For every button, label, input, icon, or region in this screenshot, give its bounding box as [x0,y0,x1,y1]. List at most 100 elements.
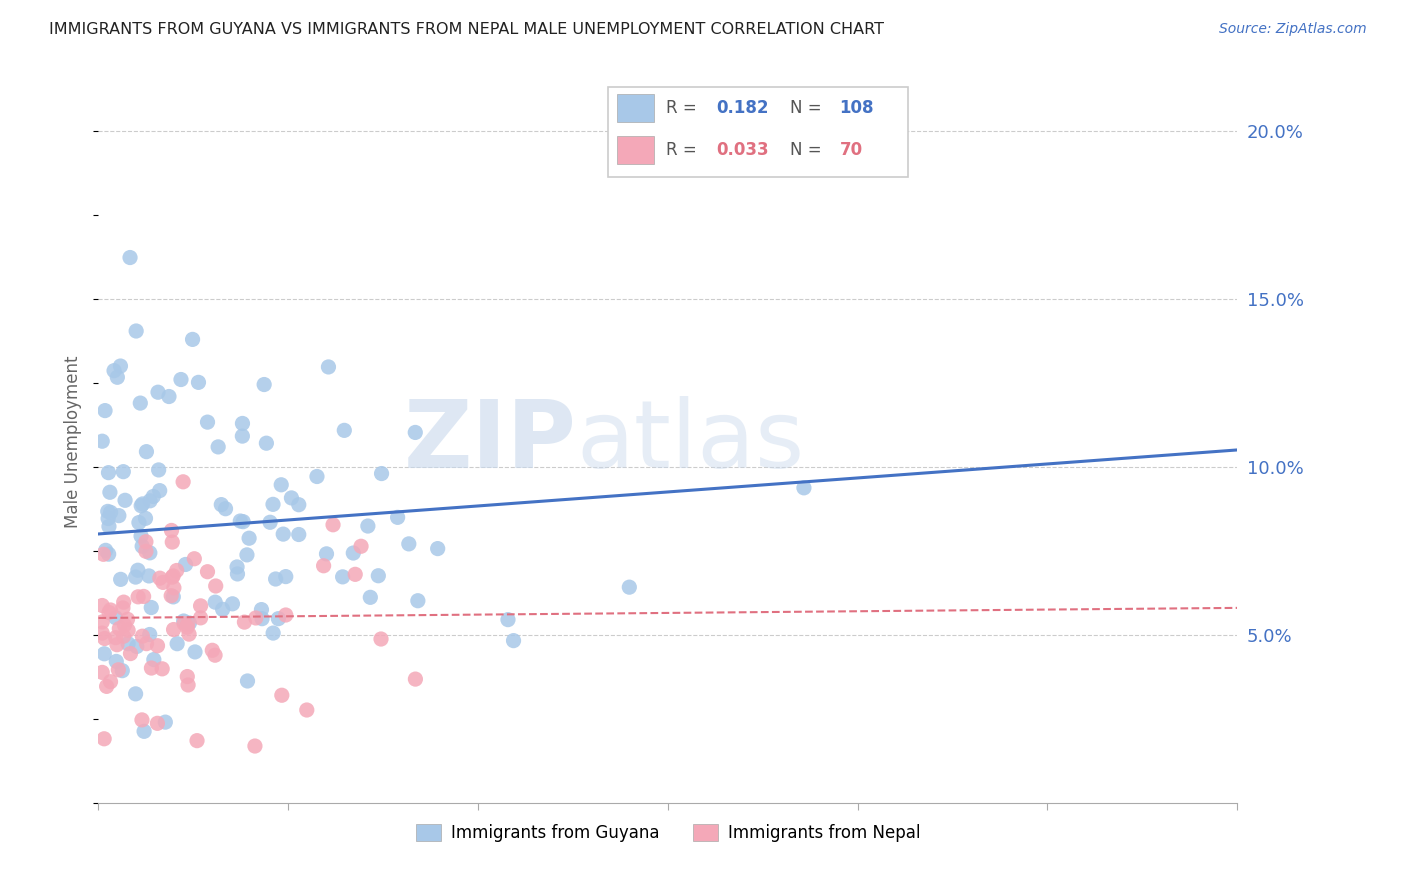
Point [387,510,409,524]
Point [141,600,163,615]
Point [162,569,184,583]
Point [97,519,120,533]
Point [105,370,128,384]
Point [135,544,157,558]
Point [183,551,205,566]
Point [94,403,117,417]
Point [127,563,149,577]
Point [124,570,146,584]
Point [97,511,120,525]
Point [254,436,277,450]
FancyBboxPatch shape [617,136,654,164]
Point [264,572,287,586]
Point [132,724,155,739]
Point [406,593,429,607]
Point [262,626,284,640]
Point [177,627,200,641]
Point [128,516,150,530]
Point [209,498,232,512]
Point [187,376,209,390]
Point [157,390,180,404]
Point [236,548,259,562]
Text: 108: 108 [839,99,875,117]
Point [197,565,219,579]
Point [152,575,174,590]
Point [226,560,249,574]
Point [344,567,367,582]
Point [100,505,122,519]
Point [357,519,380,533]
Text: IMMIGRANTS FROM GUYANA VS IMMIGRANTS FROM NEPAL MALE UNEMPLOYMENT CORRELATION CH: IMMIGRANTS FROM GUYANA VS IMMIGRANTS FRO… [49,22,884,37]
Text: ZIP: ZIP [404,395,576,488]
Point [97,547,120,561]
Text: 70: 70 [839,141,863,160]
Point [150,662,173,676]
Point [91,599,114,613]
Point [141,661,163,675]
Point [162,535,184,549]
Point [197,415,219,429]
Point [179,616,201,631]
Point [124,687,146,701]
Point [96,679,118,693]
Point [117,624,139,638]
Point [105,655,128,669]
Point [98,485,121,500]
Point [333,423,356,437]
Point [166,637,188,651]
Point [163,581,186,595]
Point [139,493,162,508]
Point [274,569,297,583]
Point [146,385,169,400]
Text: N =: N = [790,99,827,117]
Text: N =: N = [790,141,827,160]
Point [404,672,426,686]
Point [142,652,165,666]
Point [131,629,153,643]
Point [160,570,183,584]
Point [138,569,160,583]
Point [114,493,136,508]
Point [229,514,252,528]
Point [204,595,226,609]
Point [173,616,195,631]
Point [160,589,183,603]
Point [98,606,121,620]
Point [91,615,114,629]
Point [176,669,198,683]
Point [315,547,337,561]
Point [104,610,127,624]
Point [134,511,156,525]
Point [132,590,155,604]
Text: atlas: atlas [576,395,806,488]
Point [173,614,195,628]
Point [127,590,149,604]
Point [108,508,131,523]
Point [108,622,131,636]
Point [131,539,153,553]
Point [370,632,392,646]
Point [259,516,281,530]
Point [250,602,273,616]
Point [135,637,157,651]
Point [367,568,389,582]
Point [111,664,134,678]
Point [146,639,169,653]
Point [111,601,134,615]
Point [322,517,344,532]
Point [93,731,115,746]
Point [162,623,184,637]
Point [172,475,194,489]
Point [177,678,200,692]
Point [176,620,198,634]
Text: Source: ZipAtlas.com: Source: ZipAtlas.com [1219,22,1367,37]
Point [426,541,449,556]
Point [243,739,266,753]
Point [250,612,273,626]
Point [236,673,259,688]
Point [238,531,260,545]
Point [231,417,253,431]
Point [112,465,135,479]
Point [114,618,136,632]
Point [502,633,524,648]
